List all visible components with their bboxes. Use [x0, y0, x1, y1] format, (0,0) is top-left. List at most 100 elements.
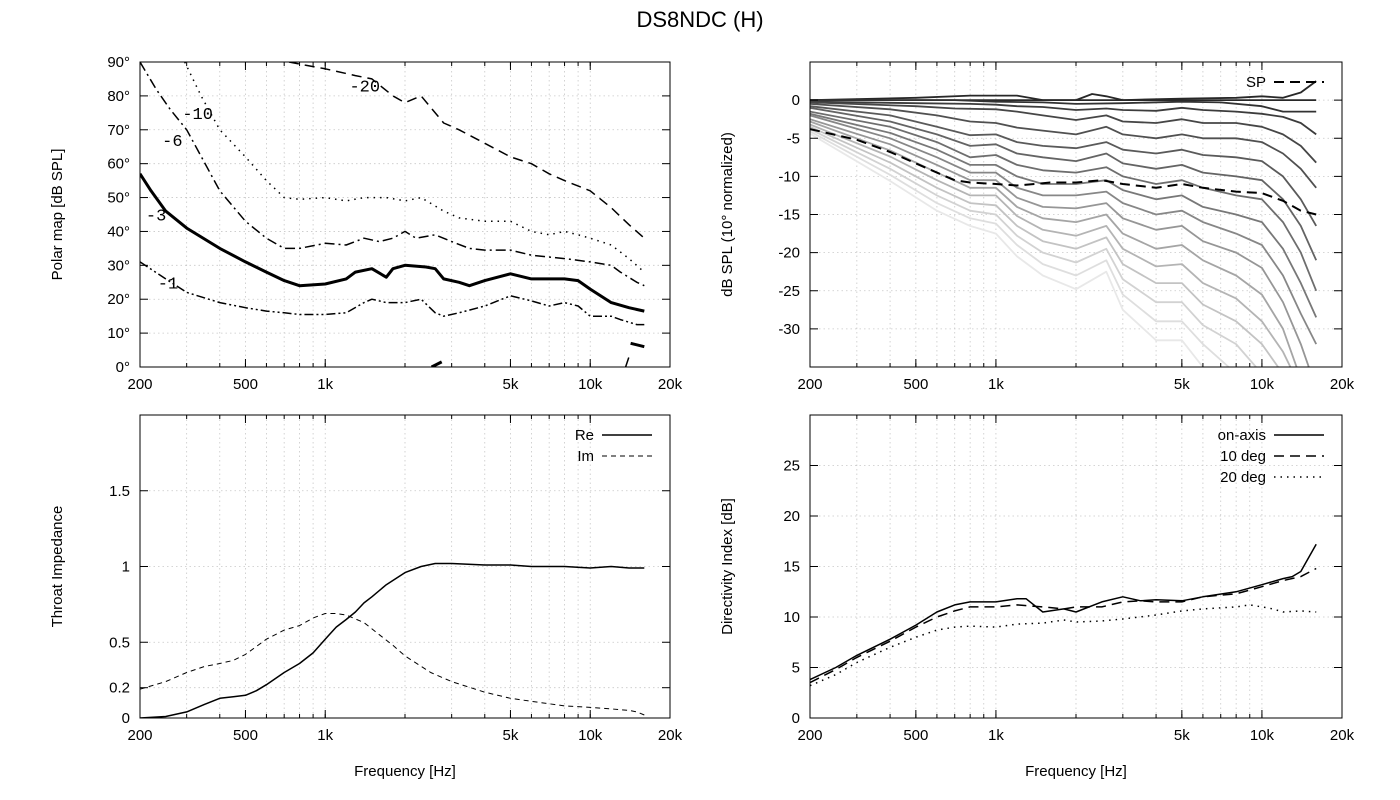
y-tick-label: 60°	[107, 156, 130, 173]
y-axis-label: Polar map [dB SPL]	[49, 149, 66, 281]
y-tick-label: 50°	[107, 190, 130, 207]
series-line-120deg	[810, 120, 1298, 367]
series-line-90deg	[810, 112, 1318, 318]
x-tick-label: 5k	[1174, 376, 1190, 393]
y-tick-label: 0.2	[109, 680, 130, 697]
contour-label-3: -3	[146, 208, 166, 227]
x-tick-label: 200	[127, 727, 152, 744]
x-tick-label: 10k	[1250, 376, 1275, 393]
x-tick-label: 10k	[1250, 727, 1275, 744]
contour-label-20: -20	[349, 79, 380, 98]
legend-spl: SP	[1246, 74, 1324, 91]
x-tick-label: 500	[903, 727, 928, 744]
series-line-110deg	[810, 118, 1310, 367]
series-polar	[140, 62, 645, 367]
y-axis-spl: 0 -5 -10 -15 -20 -25 -30	[778, 92, 1342, 338]
y-axis-impedance: 0 0.2 0.5 1 1.5	[109, 483, 670, 727]
x-tick-label: 10k	[578, 727, 603, 744]
x-axis-label: Frequency [Hz]	[354, 763, 456, 780]
x-tick-label: 20k	[658, 727, 683, 744]
y-tick-label: -20	[778, 245, 800, 262]
throat-impedance-chart: 200 500 1k 5k 10k 20k 0 0.2 0.5 1 1.5 Throat Impeda…	[49, 414, 683, 780]
contour-label-6: -6	[162, 133, 182, 152]
series-line-100deg	[810, 114, 1318, 345]
spl-normalized-chart: 200 500 1k 5k 10k 20k 0 -5 -10 -15 -20 -25 -30 dB SPL…	[719, 61, 1355, 393]
legend-label-10-deg: 10 deg	[1220, 448, 1266, 465]
y-tick-label: 15	[783, 559, 800, 576]
series-line-50deg	[810, 103, 1317, 189]
series-line-re	[140, 562, 645, 718]
legend-label-20-deg: 20 deg	[1220, 469, 1266, 486]
polar-map-chart: -1 -3 -6-10 -20 200 500 1k 5k 10k 20k 0° 10° 20° 30° 4…	[49, 54, 683, 393]
figure-title: DS8NDC (H)	[636, 7, 763, 32]
series-line-3	[140, 172, 645, 313]
contour-label-10: -10	[182, 106, 213, 125]
x-tick-label: 20k	[658, 376, 683, 393]
series-impedance	[140, 562, 645, 718]
legend-label-re: Re	[575, 427, 594, 444]
y-tick-label: -5	[787, 130, 800, 147]
series-line-150deg	[810, 128, 1257, 367]
y-tick-label: 0.5	[109, 634, 130, 651]
series-line-blip2	[630, 341, 645, 349]
y-axis-directivity: 0 5 10 15 20 25	[783, 458, 1342, 727]
x-tick-label: 1k	[317, 727, 333, 744]
x-tick-label: 200	[797, 376, 822, 393]
y-tick-label: 20°	[107, 291, 130, 308]
x-tick-label: 5k	[503, 727, 519, 744]
y-tick-label: -30	[778, 321, 800, 338]
x-tick-label: 20k	[1330, 727, 1355, 744]
series-line-160deg	[810, 130, 1230, 367]
x-axis-polar: 200 500 1k 5k 10k 20k	[127, 62, 683, 393]
y-tick-label: -25	[778, 283, 800, 300]
x-axis-directivity: 200 500 1k 5k 10k 20k	[797, 415, 1355, 744]
y-axis-label: Directivity Index [dB]	[719, 498, 736, 635]
y-tick-label: 25	[783, 458, 800, 475]
contour-label-1: -1	[158, 275, 178, 294]
series-line-60deg	[810, 105, 1317, 227]
legend-directivity: on-axis 10 deg 20 deg	[1218, 427, 1324, 486]
y-tick-label: 0	[122, 710, 130, 727]
directivity-index-chart: 200 500 1k 5k 10k 20k 0 5 10 15 20 25 Directivity In…	[719, 414, 1355, 780]
series-line-1	[140, 261, 645, 326]
grid-directivity	[810, 415, 1342, 718]
y-tick-label: 10°	[107, 325, 130, 342]
y-tick-label: 0°	[116, 359, 130, 376]
x-tick-label: 500	[903, 376, 928, 393]
series-line-im	[140, 613, 645, 716]
series-line-blip1	[430, 360, 443, 367]
series-line-20deg	[810, 99, 1317, 113]
series-spl	[810, 80, 1318, 367]
grid-impedance	[140, 415, 670, 718]
series-line-6	[140, 62, 645, 287]
x-tick-label: 500	[233, 727, 258, 744]
x-tick-label: 20k	[1330, 376, 1355, 393]
series-directivity	[810, 543, 1317, 687]
y-tick-label: -15	[778, 207, 800, 224]
legend-label-sp: SP	[1246, 74, 1266, 91]
y-tick-label: -10	[778, 168, 800, 185]
x-tick-label: 1k	[988, 376, 1004, 393]
legend-impedance: Re Im	[575, 427, 652, 465]
y-tick-label: 1.5	[109, 483, 130, 500]
x-axis-spl: 200 500 1k 5k 10k 20k	[797, 62, 1355, 393]
series-line-140deg	[810, 125, 1279, 367]
y-tick-label: 10	[783, 609, 800, 626]
y-axis-label: dB SPL (10° normalized)	[719, 132, 736, 297]
y-tick-label: 90°	[107, 54, 130, 71]
legend-label-on-axis: on-axis	[1218, 427, 1266, 444]
legend-label-im: Im	[577, 448, 594, 465]
series-line-on-axis	[810, 543, 1317, 681]
x-tick-label: 500	[233, 376, 258, 393]
series-line-30deg	[810, 100, 1317, 136]
series-line-170deg	[810, 132, 1204, 367]
series-line-80deg	[810, 110, 1318, 292]
x-tick-label: 5k	[503, 376, 519, 393]
y-tick-label: 5	[792, 660, 800, 677]
y-tick-label: 20	[783, 508, 800, 525]
y-tick-label: 80°	[107, 88, 130, 105]
y-tick-label: 30°	[107, 257, 130, 274]
series-line-40deg	[810, 101, 1317, 164]
series-line-130deg	[810, 123, 1292, 367]
